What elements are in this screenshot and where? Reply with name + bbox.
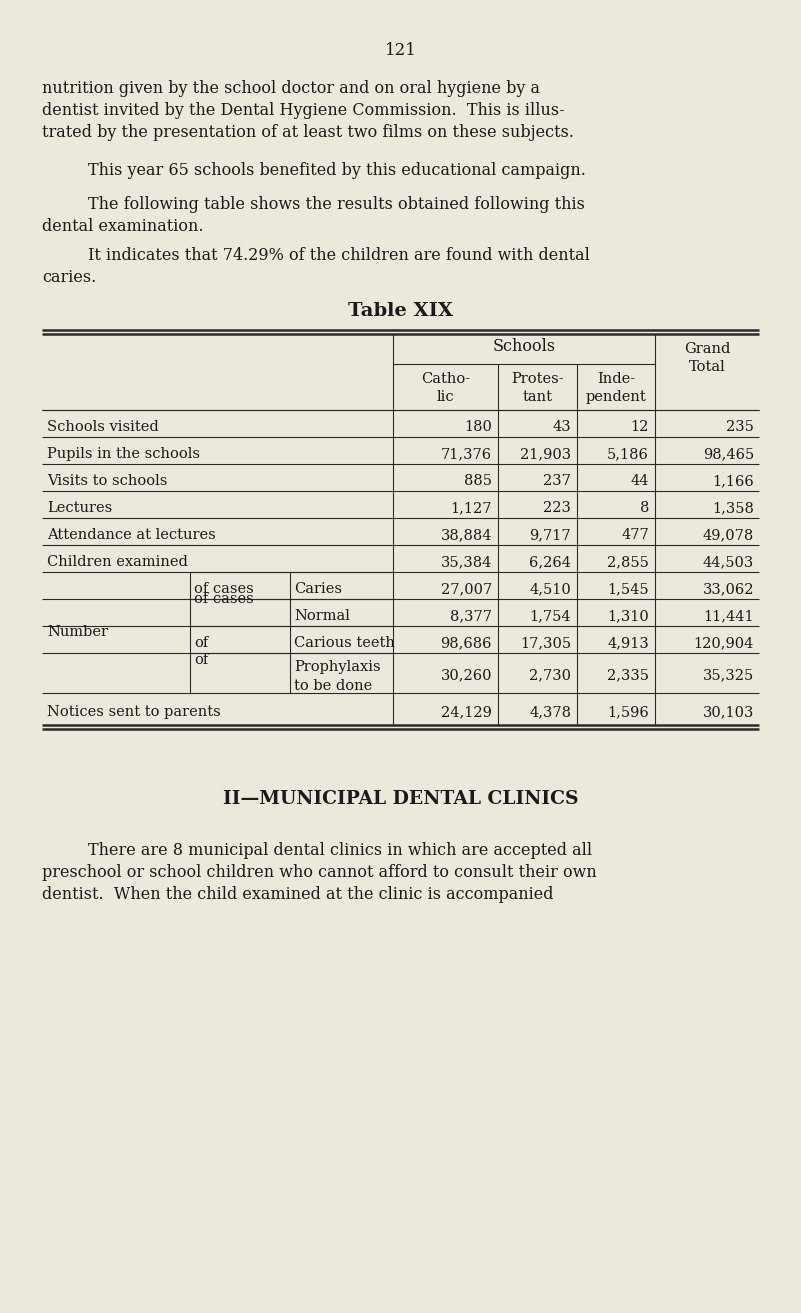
Text: This year 65 schools benefited by this educational campaign.: This year 65 schools benefited by this e… xyxy=(88,161,586,179)
Text: There are 8 municipal dental clinics in which are accepted all: There are 8 municipal dental clinics in … xyxy=(88,842,592,859)
Text: 8,377: 8,377 xyxy=(450,609,492,624)
Text: 121: 121 xyxy=(384,42,417,59)
Text: of: of xyxy=(194,637,208,650)
Text: dentist.  When the child examined at the clinic is accompanied: dentist. When the child examined at the … xyxy=(42,886,553,903)
Text: 17,305: 17,305 xyxy=(520,637,571,650)
Text: 24,129: 24,129 xyxy=(441,705,492,720)
Text: 180: 180 xyxy=(464,420,492,435)
Text: 44: 44 xyxy=(630,474,649,488)
Text: Schools visited: Schools visited xyxy=(47,420,159,435)
Text: 1,754: 1,754 xyxy=(529,609,571,624)
Text: 98,465: 98,465 xyxy=(702,448,754,461)
Text: 44,503: 44,503 xyxy=(702,555,754,570)
Text: 1,166: 1,166 xyxy=(712,474,754,488)
Text: Schools: Schools xyxy=(493,337,556,355)
Text: preschool or school children who cannot afford to consult their own: preschool or school children who cannot … xyxy=(42,864,597,881)
Text: 1,545: 1,545 xyxy=(607,582,649,596)
Text: 4,913: 4,913 xyxy=(607,637,649,650)
Text: 33,062: 33,062 xyxy=(702,582,754,596)
Text: Pupils in the schools: Pupils in the schools xyxy=(47,448,200,461)
Text: 4,378: 4,378 xyxy=(529,705,571,720)
Text: Table XIX: Table XIX xyxy=(348,302,453,320)
Text: 1,127: 1,127 xyxy=(450,502,492,515)
Text: It indicates that 74.29% of the children are found with dental: It indicates that 74.29% of the children… xyxy=(88,247,590,264)
Text: 43: 43 xyxy=(553,420,571,435)
Text: Visits to schools: Visits to schools xyxy=(47,474,167,488)
Text: 235: 235 xyxy=(727,420,754,435)
Text: Children examined: Children examined xyxy=(47,555,188,570)
Text: of cases: of cases xyxy=(194,592,254,607)
Text: 4,510: 4,510 xyxy=(529,582,571,596)
Text: 1,310: 1,310 xyxy=(607,609,649,624)
Text: nutrition given by the school doctor and on oral hygiene by a: nutrition given by the school doctor and… xyxy=(42,80,540,97)
Text: Normal: Normal xyxy=(294,609,350,624)
Text: 120,904: 120,904 xyxy=(694,637,754,650)
Text: 38,884: 38,884 xyxy=(441,528,492,542)
Text: 98,686: 98,686 xyxy=(441,637,492,650)
Text: Caries: Caries xyxy=(294,582,342,596)
Text: 237: 237 xyxy=(543,474,571,488)
Text: Attendance at lectures: Attendance at lectures xyxy=(47,528,215,542)
Text: II—MUNICIPAL DENTAL CLINICS: II—MUNICIPAL DENTAL CLINICS xyxy=(223,790,578,807)
Text: Number: Number xyxy=(47,625,108,639)
Text: 35,325: 35,325 xyxy=(702,668,754,683)
Text: The following table shows the results obtained following this: The following table shows the results ob… xyxy=(88,196,585,213)
Text: 1,596: 1,596 xyxy=(607,705,649,720)
Text: dental examination.: dental examination. xyxy=(42,218,203,235)
Text: 12: 12 xyxy=(630,420,649,435)
Text: caries.: caries. xyxy=(42,269,96,286)
Text: trated by the presentation of at least two films on these subjects.: trated by the presentation of at least t… xyxy=(42,123,574,140)
Text: 1,358: 1,358 xyxy=(712,502,754,515)
Text: Protes-
tant: Protes- tant xyxy=(511,372,564,404)
Text: 477: 477 xyxy=(622,528,649,542)
Text: 6,264: 6,264 xyxy=(529,555,571,570)
Text: 71,376: 71,376 xyxy=(441,448,492,461)
Text: Lectures: Lectures xyxy=(47,502,112,515)
Text: 21,903: 21,903 xyxy=(520,448,571,461)
Text: 5,186: 5,186 xyxy=(607,448,649,461)
Text: Prophylaxis
to be done: Prophylaxis to be done xyxy=(294,660,380,692)
Text: Carious teeth: Carious teeth xyxy=(294,637,395,650)
Text: of cases: of cases xyxy=(194,582,254,596)
Text: Grand
Total: Grand Total xyxy=(684,341,731,374)
Text: 2,335: 2,335 xyxy=(607,668,649,683)
Text: 35,384: 35,384 xyxy=(441,555,492,570)
Text: 30,260: 30,260 xyxy=(441,668,492,683)
Text: 27,007: 27,007 xyxy=(441,582,492,596)
Text: 8: 8 xyxy=(640,502,649,515)
Text: 2,730: 2,730 xyxy=(529,668,571,683)
Text: dentist invited by the Dental Hygiene Commission.  This is illus-: dentist invited by the Dental Hygiene Co… xyxy=(42,102,565,119)
Text: Catho-
lic: Catho- lic xyxy=(421,372,470,404)
Text: 49,078: 49,078 xyxy=(702,528,754,542)
Text: of: of xyxy=(194,653,208,667)
Text: 2,855: 2,855 xyxy=(607,555,649,570)
Text: 11,441: 11,441 xyxy=(703,609,754,624)
Text: Inde-
pendent: Inde- pendent xyxy=(586,372,646,404)
Text: 885: 885 xyxy=(464,474,492,488)
Text: Notices sent to parents: Notices sent to parents xyxy=(47,705,221,720)
Text: 30,103: 30,103 xyxy=(702,705,754,720)
Text: 223: 223 xyxy=(543,502,571,515)
Text: 9,717: 9,717 xyxy=(529,528,571,542)
